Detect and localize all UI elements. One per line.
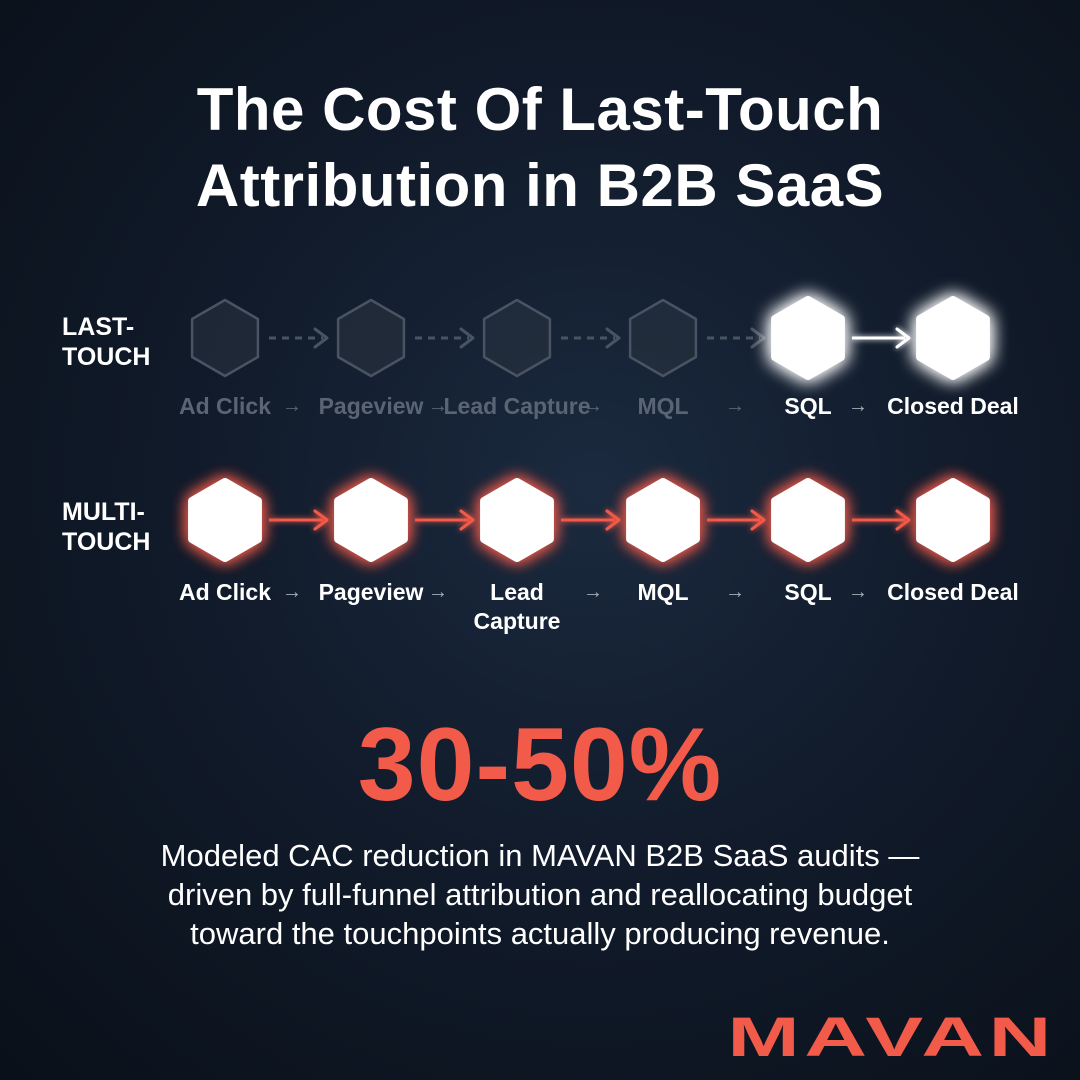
multi-touch-stage-label-3: Lead Capture (473, 579, 561, 634)
multi-touch-connector-1 (269, 509, 329, 531)
description-line-3: toward the touchpoints actually producin… (190, 916, 890, 951)
last-touch-node-1-hexagon-icon (190, 298, 260, 378)
row-label-multi-touch-line-2: TOUCH (62, 528, 151, 556)
last-touch-label-arrow-icon-1: → (282, 395, 302, 417)
last-touch-label-arrow-icon-2: → (428, 395, 448, 417)
row-label-last-touch-line-1: LAST- (62, 313, 135, 341)
last-touch-connector-5 (852, 327, 911, 349)
description-line-2: driven by full-funnel attribution and re… (167, 877, 913, 912)
multi-touch-label-arrow-icon-1: → (282, 581, 302, 603)
last-touch-node-2-hexagon-icon (336, 298, 406, 378)
row-label-last-touch-line-2: TOUCH (62, 343, 151, 371)
multi-touch-node-4-hexagon-icon (626, 478, 700, 562)
row-label-multi-touch: MULTI- TOUCH (62, 497, 150, 557)
mavan-logo: MAVAN (727, 1005, 1056, 1068)
multi-touch-node-2-hexagon-icon (334, 478, 408, 562)
multi-touch-label-arrow-icon-3: → (583, 581, 603, 603)
multi-touch-stage-label-5: SQL (784, 579, 832, 605)
last-touch-node-5-hexagon-icon (771, 296, 845, 380)
multi-touch-node-3-hexagon-icon (480, 478, 554, 562)
last-touch-stage-label-2: Pageview (318, 393, 424, 419)
multi-touch-stage-label-1: Ad Click (178, 579, 272, 605)
row-label-multi-touch-line-1: MULTI- (62, 498, 145, 526)
last-touch-node-6-hexagon-icon (916, 296, 990, 380)
last-touch-stage-label-5: SQL (784, 393, 832, 419)
last-touch-stage-label-3: Lead Capture (443, 393, 591, 419)
multi-touch-node-1-hexagon-icon (188, 478, 262, 562)
multi-touch-stage-label-6: Closed Deal (887, 579, 1019, 605)
last-touch-connector-4 (707, 327, 766, 349)
last-touch-connector-3 (561, 327, 621, 349)
stat-description: Modeled CAC reduction in MAVAN B2B SaaS … (60, 836, 1020, 953)
title-line-1: The Cost Of Last-Touch (196, 76, 884, 143)
last-touch-connector-1 (269, 327, 329, 349)
page-title: The Cost Of Last-Touch Attribution in B2… (0, 72, 1080, 224)
multi-touch-connector-2 (415, 509, 475, 531)
last-touch-label-arrow-icon-5: → (848, 395, 868, 417)
multi-touch-stage-label-4: MQL (637, 579, 689, 605)
multi-touch-label-arrow-icon-2: → (428, 581, 448, 603)
multi-touch-node-6-hexagon-icon (916, 478, 990, 562)
multi-touch-connector-5 (852, 509, 911, 531)
multi-touch-connector-3 (561, 509, 621, 531)
last-touch-stage-label-4: MQL (637, 393, 689, 419)
cac-reduction-stat: 30-50% (357, 707, 723, 823)
last-touch-node-3-hexagon-icon (482, 298, 552, 378)
multi-touch-stage-label-2: Pageview (318, 579, 424, 605)
title-line-2: Attribution in B2B SaaS (195, 152, 885, 219)
multi-touch-connector-4 (707, 509, 766, 531)
last-touch-label-arrow-icon-3: → (583, 395, 603, 417)
multi-touch-label-arrow-icon-4: → (725, 581, 745, 603)
last-touch-node-4-hexagon-icon (628, 298, 698, 378)
last-touch-label-arrow-icon-4: → (725, 395, 745, 417)
last-touch-connector-2 (415, 327, 475, 349)
multi-touch-label-arrow-icon-5: → (848, 581, 868, 603)
row-label-last-touch: LAST- TOUCH (62, 312, 150, 372)
description-line-1: Modeled CAC reduction in MAVAN B2B SaaS … (160, 838, 920, 873)
multi-touch-node-5-hexagon-icon (771, 478, 845, 562)
last-touch-stage-label-6: Closed Deal (887, 393, 1019, 419)
last-touch-stage-label-1: Ad Click (178, 393, 272, 419)
